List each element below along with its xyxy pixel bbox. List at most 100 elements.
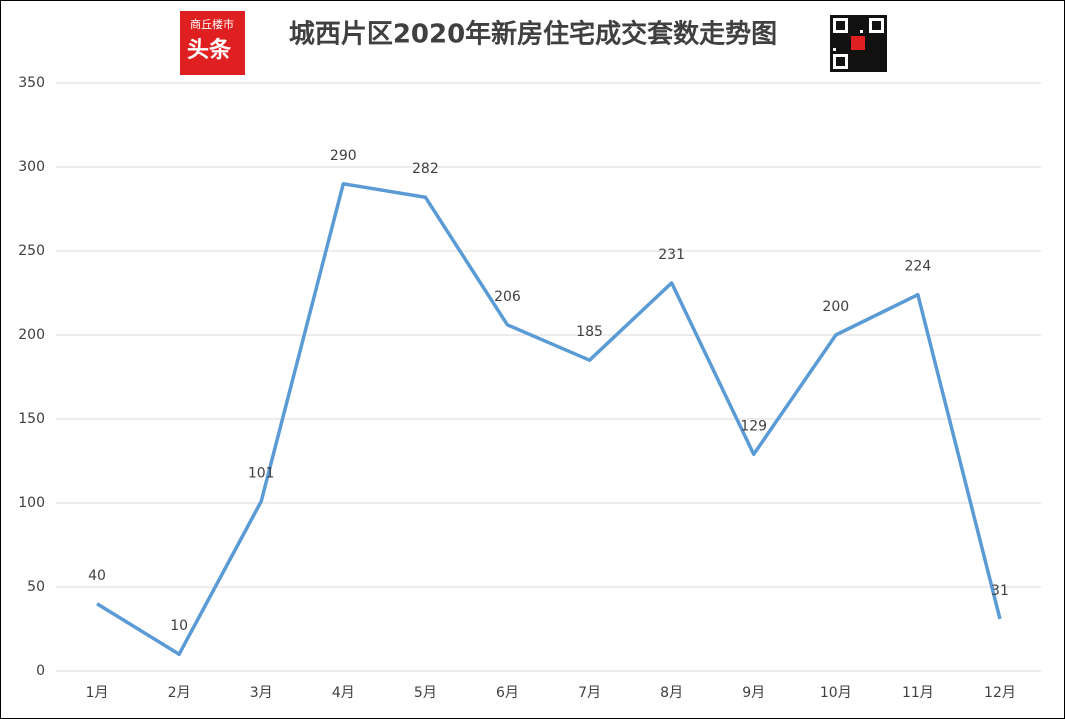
qr-cell (857, 24, 860, 27)
qr-cell (848, 21, 851, 24)
qr-cell (881, 54, 884, 57)
qr-cell (842, 33, 845, 36)
qr-cell (854, 63, 857, 66)
qr-cell (857, 30, 860, 33)
qr-cell (839, 27, 842, 30)
qr-cell (878, 66, 881, 69)
qr-cell (854, 66, 857, 69)
x-tick-label: 8月 (660, 685, 683, 701)
data-label: 231 (658, 247, 685, 263)
qr-cell (863, 63, 866, 66)
qr-cell (875, 21, 878, 24)
x-tick-label: 2月 (168, 685, 191, 701)
qr-cell (857, 51, 860, 54)
qr-cell (839, 15, 842, 18)
data-label: 31 (991, 583, 1009, 599)
qr-cell (839, 63, 842, 66)
qr-cell (842, 42, 845, 45)
qr-cell (866, 15, 869, 18)
qr-cell (839, 60, 842, 63)
qr-cell (848, 69, 851, 72)
y-tick-label: 50 (27, 579, 45, 595)
data-label: 40 (88, 568, 106, 584)
qr-cell (839, 42, 842, 45)
y-tick-label: 300 (18, 159, 45, 175)
qr-cell (857, 27, 860, 30)
qr-cell (830, 27, 833, 30)
qr-cell (863, 30, 866, 33)
qr-cell (866, 54, 869, 57)
qr-cell (851, 30, 854, 33)
qr-cell (875, 60, 878, 63)
qr-cell (878, 15, 881, 18)
qr-cell (881, 39, 884, 42)
qr-cell (860, 54, 863, 57)
qr-cell (836, 60, 839, 63)
qr-cell (872, 66, 875, 69)
qr-cell (875, 51, 878, 54)
qr-cell (866, 48, 869, 51)
qr-cell (866, 60, 869, 63)
qr-cell (836, 36, 839, 39)
qr-cell (839, 24, 842, 27)
qr-cell (851, 69, 854, 72)
qr-cell (830, 30, 833, 33)
qr-cell (848, 42, 851, 45)
qr-cell (836, 27, 839, 30)
qr-cell (869, 57, 872, 60)
data-label: 129 (740, 418, 767, 434)
qr-cell (839, 36, 842, 39)
qr-cell (833, 42, 836, 45)
qr-cell (875, 63, 878, 66)
qr-cell (878, 63, 881, 66)
qr-cell (872, 63, 875, 66)
qr-cell (842, 21, 845, 24)
qr-cell (878, 27, 881, 30)
qr-cell (830, 15, 833, 18)
qr-cell (866, 51, 869, 54)
qr-cell (869, 15, 872, 18)
qr-cell (839, 21, 842, 24)
qr-cell (836, 42, 839, 45)
line (96, 182, 1002, 656)
qr-cell (836, 48, 839, 51)
qr-cell (833, 45, 836, 48)
qr-cell (884, 36, 887, 39)
qr-cell (881, 57, 884, 60)
qr-cell (848, 30, 851, 33)
qr-cell (830, 48, 833, 51)
qr-cell (872, 60, 875, 63)
qr-cell (842, 69, 845, 72)
qr-cell (872, 24, 875, 27)
x-tick-label: 1月 (86, 685, 109, 701)
qr-cell (857, 15, 860, 18)
x-tick-label: 10月 (820, 685, 852, 701)
qr-cell (884, 27, 887, 30)
qr-cell (845, 48, 848, 51)
qr-cell (878, 33, 881, 36)
qr-cell (830, 45, 833, 48)
qr-cell (875, 69, 878, 72)
qr-cell (866, 66, 869, 69)
qr-cell (860, 15, 863, 18)
qr-cell (872, 39, 875, 42)
qr-cell (848, 48, 851, 51)
qr-cell (848, 57, 851, 60)
qr-cell (848, 15, 851, 18)
qr-cell (848, 18, 851, 21)
qr-cell (884, 42, 887, 45)
qr-cell (881, 48, 884, 51)
qr-cell (836, 21, 839, 24)
qr-cell (881, 42, 884, 45)
qr-cell (830, 51, 833, 54)
qr-cell (860, 18, 863, 21)
qr-cell (881, 45, 884, 48)
qr-cell (830, 24, 833, 27)
qr-cell (839, 39, 842, 42)
qr-cell (842, 24, 845, 27)
qr-cell (863, 27, 866, 30)
qr-cell (878, 69, 881, 72)
qr-cell (848, 33, 851, 36)
qr-cell (878, 36, 881, 39)
y-tick-label: 150 (18, 411, 45, 427)
